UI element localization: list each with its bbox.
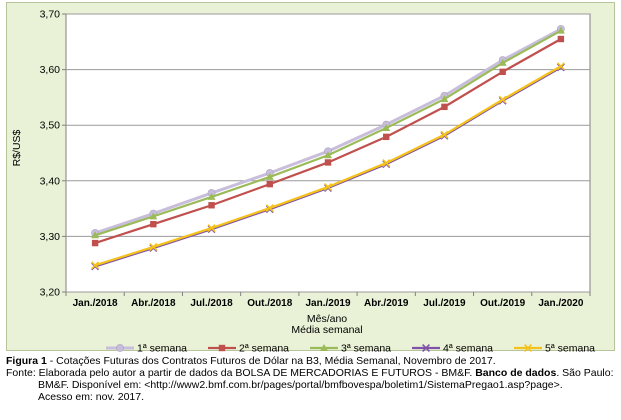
data-point (91, 261, 100, 270)
legend-item-3: 3ª semana (310, 343, 391, 355)
figure-title: - Cotações Futuras dos Contratos Futuros… (46, 355, 496, 367)
data-point (557, 35, 565, 43)
source-line-1: Fonte: Elaborada pelo autor a partir de … (6, 367, 614, 379)
legend-marker (218, 344, 226, 352)
data-point (382, 159, 391, 167)
data-point (441, 103, 448, 111)
data-point (440, 130, 449, 139)
marker-stroke (498, 95, 507, 104)
data-point (149, 212, 158, 220)
series-5 (91, 62, 565, 270)
legend-marker (422, 344, 430, 352)
data-point (265, 204, 274, 213)
data-point (324, 151, 332, 159)
data-point (440, 95, 449, 103)
data-point (324, 159, 332, 166)
legend-label: 4ª semana (443, 343, 493, 355)
data-point (149, 242, 158, 251)
data-point (324, 182, 332, 191)
data-point (207, 192, 216, 200)
source-line-3: Acesso em: nov. 2017. (38, 391, 145, 403)
marker-stroke (265, 204, 274, 213)
legend-label: 5ª semana (545, 343, 595, 355)
marker-stroke (149, 242, 158, 251)
legend-label: 3ª semana (341, 343, 391, 355)
x-tick-label: Abr./2018 (131, 298, 176, 309)
series-lines (91, 25, 565, 271)
y-tick-label: 3,50 (40, 120, 61, 132)
y-tick-label: 3,30 (40, 231, 61, 243)
legend-label: 2ª semana (239, 343, 289, 355)
y-tick-label: 3,60 (40, 64, 61, 76)
figure-caption: Figura 1 - Cotações Futuras dos Contrato… (6, 355, 496, 367)
x-tick-label: Jul./2018 (190, 298, 233, 309)
data-point (382, 123, 391, 131)
legend-marker (524, 344, 532, 352)
data-point (556, 62, 565, 71)
axes: R$/US$ Mês/ano Média semanal 3,20 3,30 3,4… (11, 9, 591, 336)
legend-marker (320, 344, 328, 351)
marker-stroke (422, 344, 430, 352)
x-axis-sublabel: Média semanal (291, 324, 362, 336)
legend: 1ª semana 2ª semana 3ª semana 4ª semana 5ª s… (106, 343, 595, 355)
y-tick-label: 3,70 (40, 9, 61, 21)
data-point (498, 95, 507, 104)
marker-stroke (324, 182, 332, 191)
data-point (499, 68, 506, 76)
y-tick-label: 3,20 (40, 287, 61, 299)
data-point (150, 220, 157, 228)
legend-marker (116, 344, 124, 352)
x-tick-label: Abr./2019 (364, 298, 409, 309)
x-tick-label: Jan./2019 (305, 298, 350, 309)
data-point (383, 133, 390, 141)
marker-stroke (524, 344, 532, 352)
data-point (498, 58, 507, 66)
data-point (208, 202, 215, 209)
x-tick-label: Out./2019 (480, 298, 525, 309)
data-point (91, 231, 100, 239)
x-tick-label: Jan./2020 (538, 298, 583, 309)
series-3 (91, 26, 565, 239)
source-text: Fonte: Elaborada pelo autor a partir de … (6, 367, 476, 379)
source-database: Banco de dados (475, 367, 557, 379)
x-tick-label: Jul./2019 (423, 298, 466, 309)
legend-item-1: 1ª semana (106, 343, 187, 355)
y-tick-label: 3,40 (40, 175, 61, 187)
data-point (265, 172, 274, 180)
legend-item-5: 5ª semana (514, 343, 595, 355)
data-point (207, 224, 216, 233)
data-point (266, 180, 273, 188)
data-point (91, 239, 99, 247)
source-place: . São Paulo: (556, 367, 614, 379)
marker-stroke (91, 261, 100, 270)
marker-stroke (382, 159, 391, 167)
series-2 (91, 35, 565, 247)
marker-stroke (440, 130, 449, 139)
legend-label: 1ª semana (137, 343, 187, 355)
source-line-2: BM&F. Disponível em: <http://www2.bmf.co… (38, 379, 563, 391)
y-axis-label: R$/US$ (11, 129, 23, 166)
x-axis-label: Mês/ano (307, 313, 347, 325)
data-point (556, 26, 565, 34)
legend-item-2: 2ª semana (208, 343, 289, 355)
legend-item-4: 4ª semana (412, 343, 493, 355)
x-tick-label: Jan./2018 (73, 298, 118, 309)
x-tick-label: Out./2018 (247, 298, 292, 309)
marker-stroke (556, 62, 565, 71)
figure-label: Figura 1 (6, 355, 47, 367)
marker-stroke (207, 224, 216, 233)
